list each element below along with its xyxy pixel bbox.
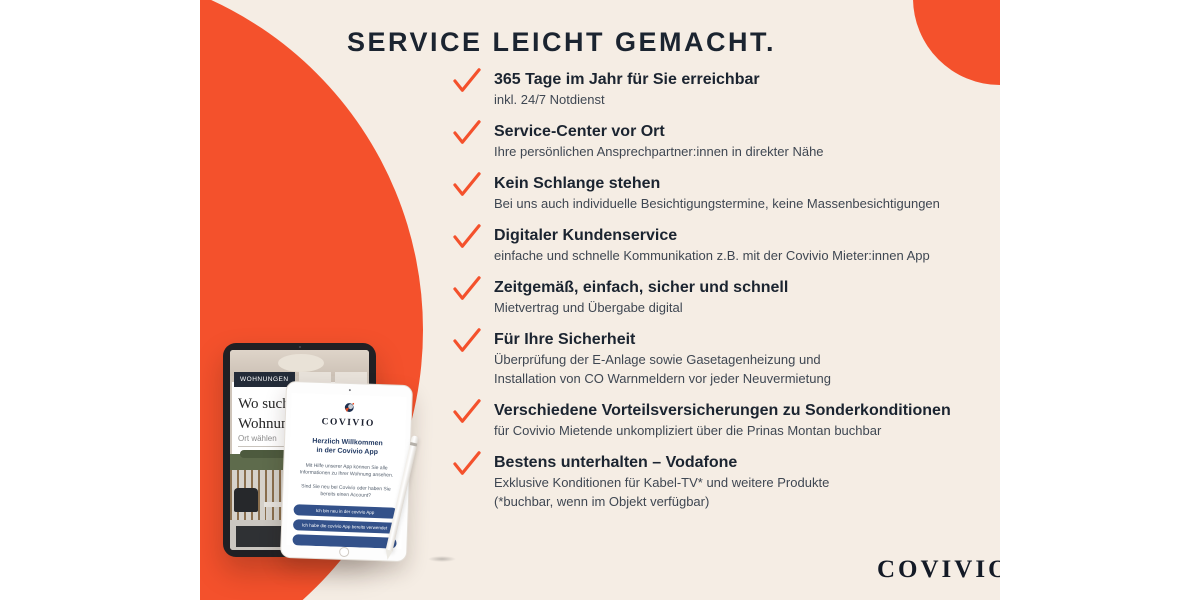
item-desc: inkl. 24/7 Notdienst — [494, 92, 605, 107]
item-desc: Bei uns auch individuelle Besichtigungst… — [494, 196, 940, 211]
check-icon — [453, 172, 481, 196]
item-desc: Mietvertrag und Übergabe digital — [494, 300, 683, 315]
page-title: SERVICE LEICHT GEMACHT. — [347, 27, 777, 57]
service-checklist: 365 Tage im Jahr für Sie erreichbar inkl… — [452, 68, 992, 524]
checklist-item: Bestens unterhalten – Vodafone Exklusive… — [452, 451, 992, 511]
item-title: Service-Center vor Ort — [494, 123, 665, 140]
item-title: Verschiedene Vorteilsversicherungen zu S… — [494, 402, 951, 419]
checklist-item: Für Ihre Sicherheit Überprüfung der E-An… — [452, 328, 992, 388]
covivio-app-icon — [344, 402, 354, 413]
item-title: Kein Schlange stehen — [494, 175, 661, 192]
item-title: Digitaler Kundenservice — [494, 227, 678, 244]
app-question-text: Sind Sie neu bei Covivio oder haben Sie … — [301, 483, 391, 499]
tab-tertiary — [334, 372, 367, 385]
location-input: Ort wählen — [238, 434, 277, 443]
item-desc: einfache und schnelle Kommunikation z.B.… — [494, 248, 930, 263]
checklist-item: 365 Tage im Jahr für Sie erreichbar inkl… — [452, 68, 992, 109]
check-icon — [453, 328, 481, 352]
tablet-mockup-app: COVIVIO Herzlich Willkommen in der Coviv… — [279, 380, 414, 563]
item-desc-line2: Installation von CO Warnmeldern vor jede… — [494, 371, 831, 386]
item-desc-line2: (*buchbar, wenn im Objekt verfügbar) — [494, 494, 710, 509]
app-button-existing-user: Ich habe die covivio App bereits verwend… — [292, 519, 397, 534]
app-brand-wordmark: COVIVIO — [321, 417, 375, 429]
search-heading: Wo suche Wohnung — [238, 396, 297, 432]
app-intro-text: Mit Hilfe unserer App können Sie alle In… — [299, 462, 394, 479]
check-icon — [453, 224, 481, 248]
photo-chair — [234, 488, 258, 512]
photo-lamp — [278, 354, 324, 372]
checklist-item: Digitaler Kundenservice einfache und sch… — [452, 224, 992, 265]
tab-wohnungen: WOHNUNGEN — [234, 372, 295, 387]
item-title: Für Ihre Sicherheit — [494, 331, 636, 348]
pencil-shadow — [428, 556, 456, 562]
home-button — [338, 546, 349, 558]
check-icon — [453, 276, 481, 300]
app-welcome-text: Herzlich Willkommen in der Covivio App — [312, 437, 383, 456]
checklist-item: Zeitgemäß, einfach, sicher und schnell M… — [452, 276, 992, 317]
checklist-item: Verschiedene Vorteilsversicherungen zu S… — [452, 399, 992, 440]
item-title: Bestens unterhalten – Vodafone — [494, 454, 738, 471]
item-title: Zeitgemäß, einfach, sicher und schnell — [494, 279, 789, 296]
item-desc: für Covivio Mietende unkompliziert über … — [494, 423, 882, 438]
item-title: 365 Tage im Jahr für Sie erreichbar — [494, 71, 760, 88]
camera-dot — [348, 389, 351, 392]
check-icon — [453, 68, 481, 92]
checklist-item: Service-Center vor Ort Ihre persönlichen… — [452, 120, 992, 161]
slide-canvas: SERVICE LEICHT GEMACHT. 365 Tage im Jahr… — [200, 0, 1000, 600]
item-desc: Ihre persönlichen Ansprechpartner:innen … — [494, 144, 824, 159]
item-desc: Überprüfung der E-Anlage sowie Gasetagen… — [494, 352, 821, 367]
checklist-item: Kein Schlange stehen Bei uns auch indivi… — [452, 172, 992, 213]
camera-dot — [298, 346, 301, 348]
item-desc: Exklusive Konditionen für Kabel-TV* und … — [494, 475, 830, 490]
check-icon — [453, 399, 481, 423]
check-icon — [453, 451, 481, 475]
app-screen: COVIVIO Herzlich Willkommen in der Coviv… — [286, 393, 407, 549]
app-button-new-user: Ich bin neu in der covivio App — [292, 504, 398, 519]
check-icon — [453, 120, 481, 144]
covivio-logo: COVIVIO — [877, 556, 1000, 583]
